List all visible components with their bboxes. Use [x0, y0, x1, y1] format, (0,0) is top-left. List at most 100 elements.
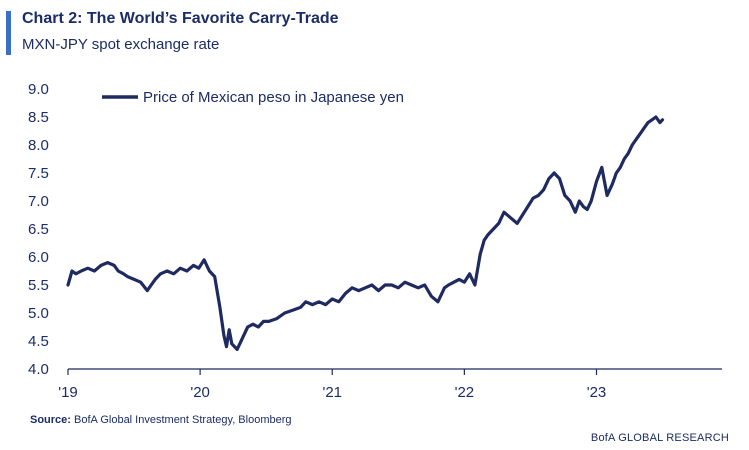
- data-point: [122, 272, 125, 275]
- data-point: [595, 180, 598, 183]
- source-label: Source:: [30, 414, 71, 426]
- data-point: [364, 286, 367, 289]
- data-point: [634, 138, 638, 141]
- footer-brand: BofA GLOBAL RESEARCH: [590, 432, 729, 444]
- data-point: [66, 283, 70, 287]
- data-point: [586, 208, 589, 211]
- data-point: [623, 157, 626, 161]
- series-line: [66, 115, 665, 351]
- y-tick-label: 7.0: [28, 193, 49, 210]
- x-tick-label: '19: [58, 384, 78, 401]
- data-point: [627, 152, 630, 155]
- data-point: [283, 311, 286, 315]
- data-point: [238, 342, 241, 345]
- data-point: [516, 222, 519, 225]
- data-point: [443, 286, 446, 289]
- data-point: [165, 269, 169, 273]
- data-point: [218, 306, 222, 309]
- data-point: [479, 253, 482, 256]
- data-point: [222, 334, 226, 337]
- y-tick-label: 6.0: [28, 249, 49, 266]
- data-point: [553, 171, 556, 175]
- data-point: [547, 177, 551, 180]
- data-point: [99, 264, 103, 267]
- y-tick-label: 5.0: [28, 305, 49, 322]
- y-tick-label: 9.0: [28, 81, 49, 98]
- data-point: [86, 267, 90, 270]
- data-point: [452, 281, 455, 284]
- data-point: [661, 118, 664, 122]
- y-tick-label: 4.0: [28, 361, 49, 378]
- data-point: [542, 188, 545, 191]
- data-point: [267, 320, 270, 323]
- data-point: [357, 289, 360, 292]
- data-point: [526, 205, 529, 208]
- data-point: [246, 325, 249, 329]
- data-point: [642, 127, 646, 130]
- data-point: [257, 325, 260, 329]
- data-point: [317, 300, 321, 303]
- title-accent-bar: [6, 11, 11, 55]
- data-point: [377, 289, 380, 292]
- data-point: [447, 283, 450, 287]
- data-point: [502, 211, 506, 214]
- chart-subtitle: MXN-JPY spot exchange rate: [22, 36, 220, 53]
- data-point: [558, 177, 561, 180]
- x-tick-label: '20: [190, 384, 210, 401]
- data-point: [509, 216, 512, 219]
- data-point: [370, 283, 374, 287]
- data-point: [139, 281, 142, 284]
- data-point: [578, 199, 581, 203]
- data-point: [615, 171, 618, 175]
- data-point: [568, 199, 572, 203]
- data-point: [324, 303, 327, 306]
- data-point: [416, 286, 420, 289]
- data-point: [658, 121, 662, 124]
- y-tick-label: 8.5: [28, 109, 49, 126]
- data-point: [631, 143, 634, 147]
- data-point: [397, 286, 400, 289]
- data-point: [235, 348, 239, 351]
- data-point: [430, 295, 433, 298]
- data-point: [132, 278, 136, 281]
- data-point: [213, 275, 216, 278]
- data-point: [619, 166, 622, 169]
- data-point: [146, 289, 149, 292]
- y-tick-label: 5.5: [28, 277, 49, 294]
- data-point: [486, 233, 490, 236]
- data-point: [172, 272, 175, 275]
- data-point: [654, 115, 658, 119]
- data-point: [563, 194, 566, 197]
- x-tick-label: '21: [322, 384, 342, 401]
- x-tick-label: '23: [587, 384, 607, 401]
- data-point: [113, 264, 116, 267]
- data-point: [230, 342, 233, 345]
- data-point: [423, 283, 426, 287]
- data-point: [242, 334, 245, 337]
- data-point: [605, 194, 609, 197]
- data-point: [531, 197, 535, 200]
- data-point: [179, 267, 182, 270]
- data-point: [436, 300, 440, 303]
- data-point: [600, 166, 603, 169]
- y-tick-label: 6.5: [28, 221, 49, 238]
- data-point: [383, 283, 387, 287]
- data-point: [390, 283, 393, 287]
- data-point: [192, 264, 195, 267]
- chart-title: Chart 2: The World’s Favorite Carry-Trad…: [22, 10, 339, 27]
- data-point: [106, 261, 109, 264]
- data-point: [650, 118, 654, 122]
- data-point: [225, 345, 228, 348]
- data-point: [208, 269, 211, 273]
- data-point: [275, 317, 278, 320]
- data-point: [344, 292, 347, 295]
- data-point: [74, 272, 78, 275]
- data-point: [574, 211, 577, 214]
- y-tick-label: 4.5: [28, 333, 49, 350]
- data-point: [262, 320, 265, 323]
- data-point: [403, 281, 407, 284]
- data-point: [350, 286, 354, 289]
- data-point: [159, 272, 162, 275]
- data-point: [410, 283, 413, 287]
